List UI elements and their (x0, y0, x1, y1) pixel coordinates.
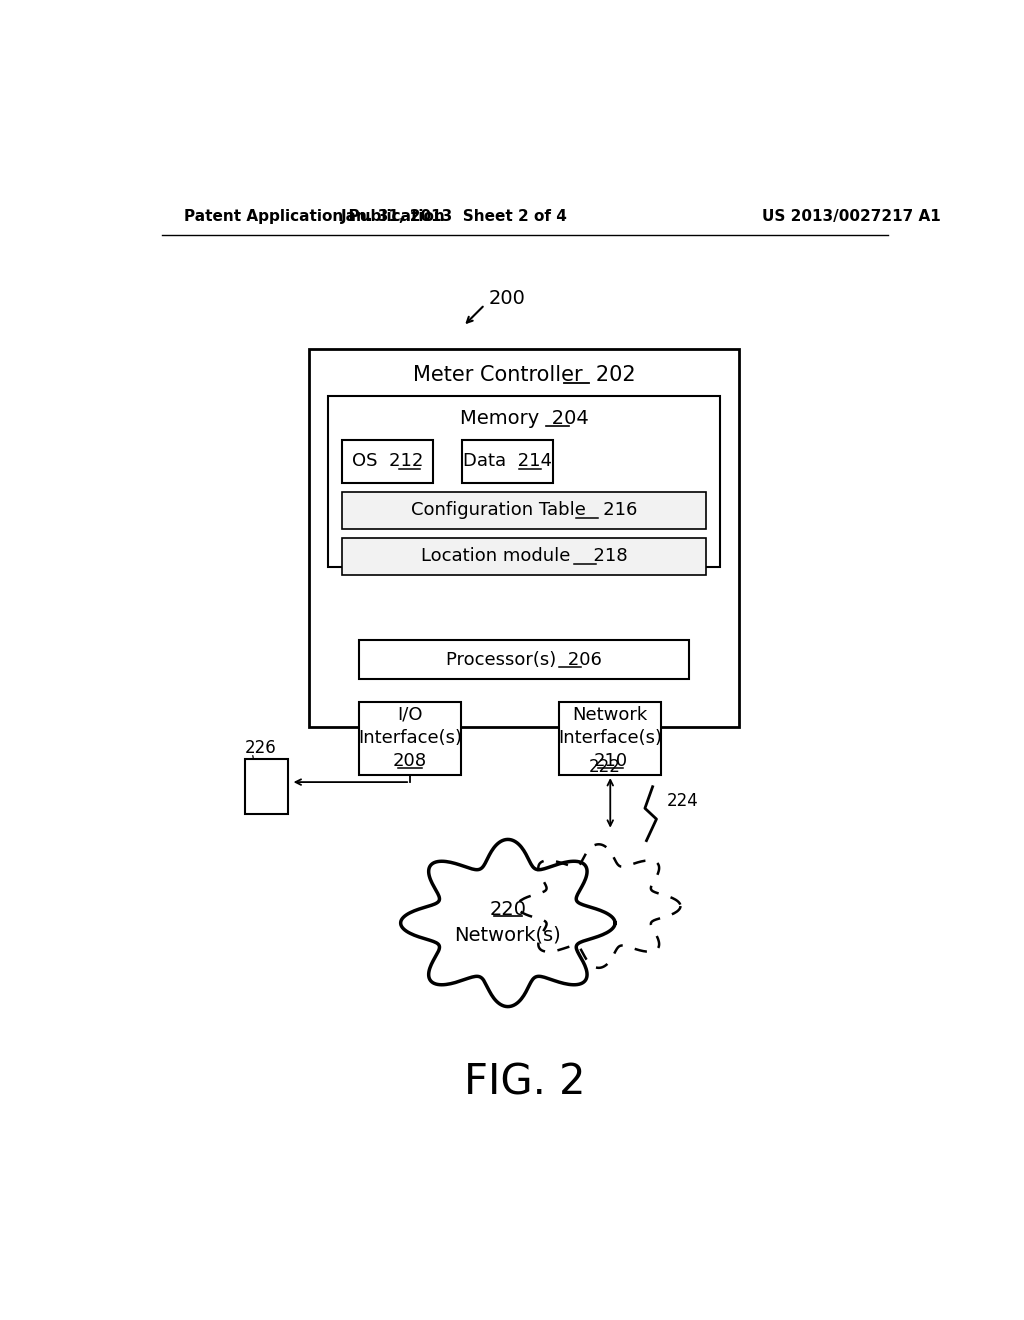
FancyBboxPatch shape (309, 350, 739, 726)
Text: 220: 220 (489, 900, 526, 919)
Text: Network
Interface(s): Network Interface(s) (558, 706, 663, 747)
Text: Location module    218: Location module 218 (421, 548, 628, 565)
FancyBboxPatch shape (342, 441, 433, 483)
Text: 210: 210 (593, 752, 628, 771)
Text: Patent Application Publication: Patent Application Publication (184, 209, 445, 223)
Text: Configuration Table   216: Configuration Table 216 (411, 502, 637, 519)
Text: OS  212: OS 212 (352, 453, 424, 470)
FancyBboxPatch shape (359, 640, 689, 678)
Text: Data  214: Data 214 (463, 453, 552, 470)
Text: 226: 226 (245, 739, 276, 758)
Text: Memory  204: Memory 204 (460, 409, 589, 428)
Text: Jan. 31, 2013  Sheet 2 of 4: Jan. 31, 2013 Sheet 2 of 4 (341, 209, 567, 223)
Text: 224: 224 (667, 792, 698, 809)
Text: 222: 222 (589, 758, 621, 776)
FancyBboxPatch shape (559, 702, 662, 775)
Text: Processor(s)  206: Processor(s) 206 (446, 651, 602, 669)
FancyBboxPatch shape (462, 441, 553, 483)
Text: I/O
Interface(s): I/O Interface(s) (358, 706, 462, 747)
FancyBboxPatch shape (342, 492, 706, 529)
Text: US 2013/0027217 A1: US 2013/0027217 A1 (762, 209, 941, 223)
Text: 200: 200 (488, 289, 525, 308)
Text: 208: 208 (393, 752, 427, 771)
FancyBboxPatch shape (359, 702, 461, 775)
FancyBboxPatch shape (245, 759, 289, 814)
Text: Meter Controller  202: Meter Controller 202 (413, 364, 635, 384)
Text: Network(s): Network(s) (455, 925, 561, 944)
Text: FIG. 2: FIG. 2 (464, 1061, 586, 1104)
FancyBboxPatch shape (329, 396, 720, 566)
FancyBboxPatch shape (342, 539, 706, 576)
